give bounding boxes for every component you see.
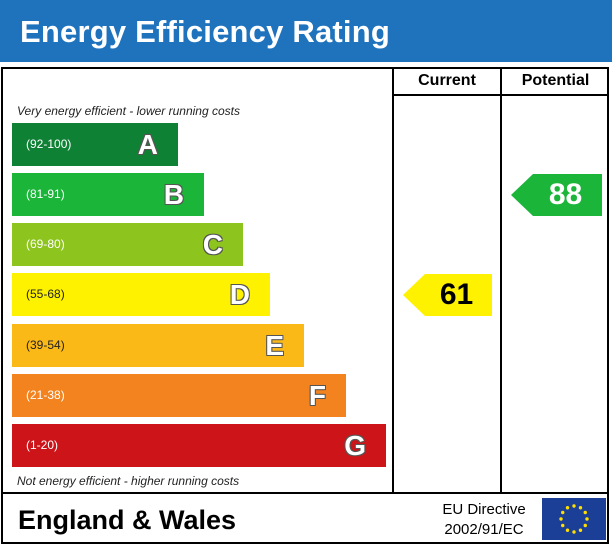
eu-star-icon	[585, 517, 589, 521]
eu-star-icon	[578, 528, 583, 532]
band-range-label: (92-100)	[26, 137, 72, 151]
band-letter: F	[308, 380, 326, 411]
potential-column-header: Potential	[521, 72, 590, 89]
band-range-label: (1-20)	[26, 438, 59, 452]
eu-star-icon	[572, 530, 576, 534]
header-row-divider	[392, 94, 609, 96]
band-range-label: (39-54)	[26, 338, 65, 352]
directive-line-1: EU Directive	[442, 501, 526, 518]
directive-line-2: 2002/91/EC	[444, 521, 524, 538]
band-range-label: (69-80)	[26, 237, 65, 251]
eu-star-icon	[572, 504, 576, 508]
band-d: (55-68) D	[12, 273, 270, 316]
current-rating-value: 61	[439, 278, 474, 311]
potential-rating-value: 88	[548, 178, 583, 211]
eu-flag-icon	[542, 498, 606, 540]
band-range-label: (21-38)	[26, 388, 65, 402]
column-divider-potential	[500, 68, 502, 493]
band-letter: G	[344, 430, 366, 461]
eu-star-icon	[565, 506, 570, 510]
band-letter: B	[163, 179, 184, 210]
eu-star-icon	[578, 506, 583, 510]
footer-divider	[2, 492, 609, 494]
caption-efficient: Very energy efficient - lower running co…	[17, 104, 240, 118]
footer-region: England & Wales	[18, 505, 237, 535]
band-range-label: (55-68)	[26, 287, 65, 301]
band-e: (39-54) E	[12, 324, 304, 367]
band-c: (69-80) C	[12, 223, 243, 266]
chart-frame	[1, 67, 609, 544]
band-f: (21-38) F	[12, 374, 346, 417]
band-range-label: (81-91)	[26, 187, 65, 201]
column-divider-current	[392, 68, 394, 493]
eu-star-icon	[559, 517, 563, 521]
band-letter: D	[229, 279, 250, 310]
current-column-header: Current	[418, 72, 476, 89]
band-g: (1-20) G	[12, 424, 386, 467]
eu-star-icon	[561, 523, 565, 528]
band-a: (92-100) A	[12, 123, 178, 166]
eu-star-icon	[561, 510, 565, 515]
chart-title: Energy Efficiency Rating	[20, 14, 391, 49]
eu-star-icon	[565, 528, 570, 532]
eu-star-icon	[583, 510, 587, 515]
current-rating-arrow	[403, 274, 492, 316]
caption-inefficient: Not energy efficient - higher running co…	[17, 474, 240, 488]
eu-star-icon	[583, 523, 587, 528]
band-letter: C	[202, 229, 223, 260]
header-bar: Energy Efficiency Rating	[0, 0, 612, 62]
band-letter: E	[265, 330, 284, 361]
potential-rating-arrow	[511, 174, 602, 216]
band-letter: A	[137, 129, 158, 160]
band-b: (81-91) B	[12, 173, 204, 216]
